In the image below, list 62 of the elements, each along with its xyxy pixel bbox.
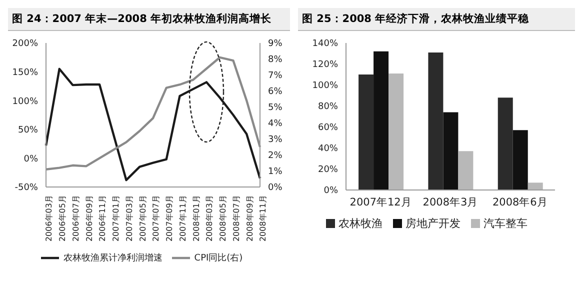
y-tick-label: 100%: [12, 96, 38, 107]
y2-tick-label: 5%: [268, 103, 283, 114]
bar: [528, 182, 543, 190]
bar: [512, 130, 528, 190]
y-tick-label: 80%: [318, 102, 338, 112]
y2-tick-label: 1%: [268, 167, 283, 178]
y-tick-label: -50%: [14, 183, 38, 194]
y-tick-label: 200%: [12, 39, 38, 50]
x-tick-label: 2008年05月: [218, 195, 228, 242]
x-tick-label: 2007年01月: [112, 195, 121, 242]
y-tick-label: 150%: [12, 68, 38, 78]
y2-tick-label: 8%: [268, 55, 283, 66]
x-tick-label: 2007年12月: [350, 196, 412, 208]
y-tick-label: 120%: [312, 60, 338, 70]
x-tick-label: 2007年03月: [124, 195, 134, 242]
y2-tick-label: 4%: [268, 119, 283, 130]
x-tick-label: 2008年6月: [492, 196, 548, 208]
chart-title: 图 24：2007 年末—2008 年初农林牧渔利润高增长: [8, 8, 290, 31]
x-tick-label: 2008年07月: [232, 195, 241, 242]
bar: [458, 151, 474, 190]
y2-tick-label: 9%: [268, 39, 283, 50]
y2-tick-label: 3%: [268, 135, 283, 146]
legend-label: 农林牧渔累计净利润增速: [63, 253, 162, 264]
y-tick-label: 60%: [318, 123, 338, 134]
y-tick-label: 50%: [18, 126, 38, 136]
x-tick-label: 2007年09月: [165, 195, 174, 242]
y2-tick-label: 0%: [268, 183, 283, 194]
x-tick-label: 2008年3月: [422, 196, 478, 208]
legend-label: 农林牧渔: [338, 217, 382, 230]
x-tick-label: 2007年05月: [138, 195, 148, 242]
chart-title: 图 25：2008 年经济下滑，农林牧渔业绩平稳: [298, 8, 575, 31]
x-tick-label: 2008年03月: [205, 195, 214, 242]
y-tick-label: 0%: [24, 154, 38, 164]
x-tick-label: 2007年07月: [152, 195, 161, 242]
y2-tick-label: 6%: [268, 87, 283, 98]
x-tick-label: 2006年05月: [58, 195, 68, 242]
legend-label: CPI同比(右): [194, 253, 243, 264]
y-tick-label: 100%: [312, 81, 338, 92]
x-tick-label: 2008年11月: [258, 195, 268, 242]
x-tick-label: 2008年01月: [192, 195, 201, 242]
x-tick-label: 2006年11月: [98, 195, 108, 242]
legend-label: 汽车整车: [484, 217, 528, 230]
x-tick-label: 2006年09月: [84, 195, 94, 242]
x-tick-label: 2007年11月: [178, 195, 188, 242]
bar: [358, 74, 374, 190]
bar: [388, 73, 404, 190]
line-series: [44, 68, 262, 182]
bar: [374, 51, 389, 190]
y2-tick-label: 2%: [268, 151, 283, 162]
bar: [428, 52, 444, 190]
y-tick-label: 40%: [318, 144, 338, 154]
x-tick-label: 2008年09月: [245, 195, 254, 242]
y-tick-label: 20%: [318, 165, 338, 176]
y-tick-label: 0%: [324, 186, 338, 196]
line-series: [44, 56, 262, 170]
y-tick-label: 140%: [312, 39, 338, 50]
bar: [443, 112, 458, 190]
bar: [498, 98, 513, 190]
legend-label: 房地产开发: [406, 217, 460, 230]
x-tick-label: 2006年07月: [71, 195, 80, 242]
x-tick-label: 2006年03月: [44, 195, 54, 242]
y2-tick-label: 7%: [268, 71, 283, 82]
